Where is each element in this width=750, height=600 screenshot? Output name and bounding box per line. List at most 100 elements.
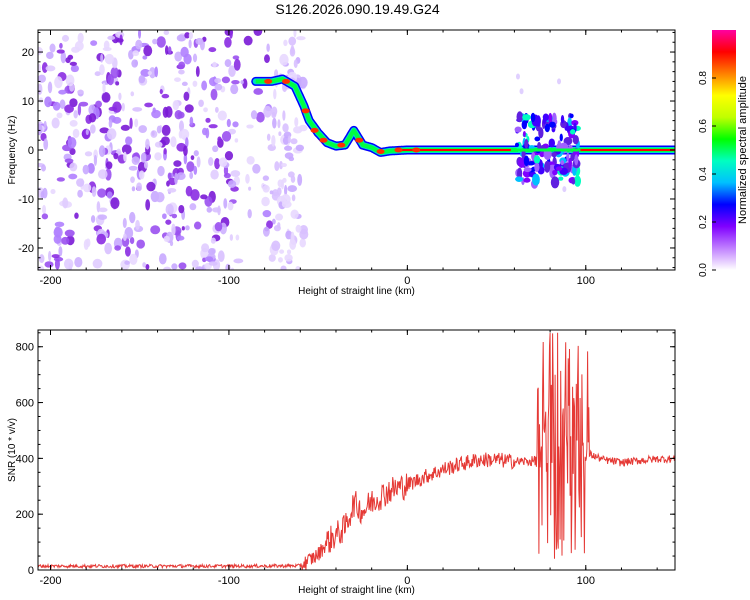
noise-blob <box>229 30 233 39</box>
noise-blob <box>287 171 295 178</box>
scatter-blob <box>539 151 545 158</box>
y-tick-label: -20 <box>18 243 34 255</box>
noise-blob <box>290 209 299 219</box>
noise-blob <box>72 128 80 139</box>
x-tick-label: 100 <box>577 575 595 587</box>
scatter-blob <box>523 167 532 173</box>
noise-blob <box>269 190 274 195</box>
noise-blob <box>159 88 163 95</box>
noise-blob <box>271 106 278 116</box>
noise-blob <box>295 224 302 233</box>
noise-blob <box>103 40 110 50</box>
noise-blob <box>38 63 42 73</box>
x-tick-label: -200 <box>39 275 61 287</box>
noise-blob <box>156 125 162 134</box>
noise-blob <box>65 74 75 87</box>
noise-blob <box>138 30 142 39</box>
noise-blob <box>171 213 178 219</box>
noise-blob <box>67 137 77 149</box>
noise-blob <box>223 172 231 179</box>
noise-blob <box>273 88 277 100</box>
noise-blob <box>271 240 281 252</box>
noise-blob <box>192 53 198 63</box>
noise-blob <box>297 173 303 186</box>
noise-blob <box>281 200 292 209</box>
noise-blob <box>88 113 97 123</box>
noise-blob <box>98 207 108 213</box>
figure-title: S126.2026.090.19.49.G24 <box>275 1 440 17</box>
noise-blob <box>48 250 52 262</box>
noise-blob <box>129 117 133 130</box>
scatter-blob <box>560 115 565 124</box>
x-axis-label: Height of straight line (km) <box>298 585 415 596</box>
noise-blob <box>184 104 194 113</box>
scatter-blob <box>516 111 523 123</box>
noise-blob <box>122 217 127 229</box>
noise-blob <box>273 225 281 232</box>
y-tick-label: 800 <box>16 342 34 354</box>
noise-blob <box>214 77 222 84</box>
noise-blob <box>135 219 140 231</box>
noise-blob <box>210 88 218 101</box>
noise-blob <box>189 116 194 126</box>
noise-blob <box>52 101 61 111</box>
noise-blob <box>71 46 80 53</box>
noise-blob <box>284 145 293 151</box>
noise-blob <box>214 106 219 113</box>
noise-blob <box>221 76 231 84</box>
noise-blob <box>131 186 136 192</box>
noise-blob <box>205 127 210 139</box>
noise-blob <box>147 71 152 76</box>
noise-blob <box>214 157 221 170</box>
noise-blob <box>161 124 171 136</box>
colorbar-label: Normalized spectral amplitude <box>737 76 749 224</box>
scatter-blob <box>574 175 582 187</box>
noise-blob <box>214 83 223 91</box>
snr-line <box>38 332 675 570</box>
noise-blob <box>85 128 89 136</box>
scatter-blob <box>515 73 520 80</box>
noise-blob <box>43 120 47 130</box>
y-tick-label: 400 <box>16 453 34 465</box>
noise-blob <box>128 165 138 171</box>
noise-blob <box>121 102 125 112</box>
noise-blob <box>64 158 74 164</box>
noise-blob <box>129 211 136 224</box>
noise-blob <box>154 66 159 78</box>
noise-blob <box>232 121 239 128</box>
noise-blob <box>262 175 270 181</box>
noise-blob <box>94 71 101 77</box>
noise-blob <box>210 237 216 244</box>
noise-blob <box>189 171 194 180</box>
scatter-blob <box>558 176 564 181</box>
noise-blob <box>44 96 52 108</box>
noise-blob <box>149 67 156 79</box>
noise-blob <box>224 36 232 48</box>
x-axis-label: Height of straight line (km) <box>298 286 415 297</box>
scatter-blob <box>555 166 563 171</box>
noise-blob <box>218 157 228 168</box>
noise-blob <box>247 209 252 219</box>
noise-blob <box>284 254 293 262</box>
noise-blob <box>299 238 307 248</box>
noise-blob <box>162 213 167 220</box>
snr-plot-area <box>38 332 675 570</box>
noise-blob <box>279 53 289 66</box>
noise-blob <box>266 220 273 229</box>
noise-blob <box>190 189 200 201</box>
noise-blob <box>193 165 198 175</box>
noise-blob <box>135 39 143 50</box>
scatter-blob <box>534 136 541 142</box>
noise-blob <box>271 218 276 225</box>
noise-blob <box>136 239 146 249</box>
noise-blob <box>272 189 279 197</box>
snr-panel: -200 -100 0 100 0 200 400 600 800 Height of strai… <box>7 329 676 596</box>
noise-blob <box>200 194 208 200</box>
noise-blob <box>293 126 303 134</box>
scatter-blob <box>569 113 574 119</box>
noise-blob <box>217 110 227 121</box>
noise-blob <box>40 190 45 199</box>
noise-blob <box>223 198 228 209</box>
scatter-blob <box>548 112 553 125</box>
noise-blob <box>279 249 285 254</box>
